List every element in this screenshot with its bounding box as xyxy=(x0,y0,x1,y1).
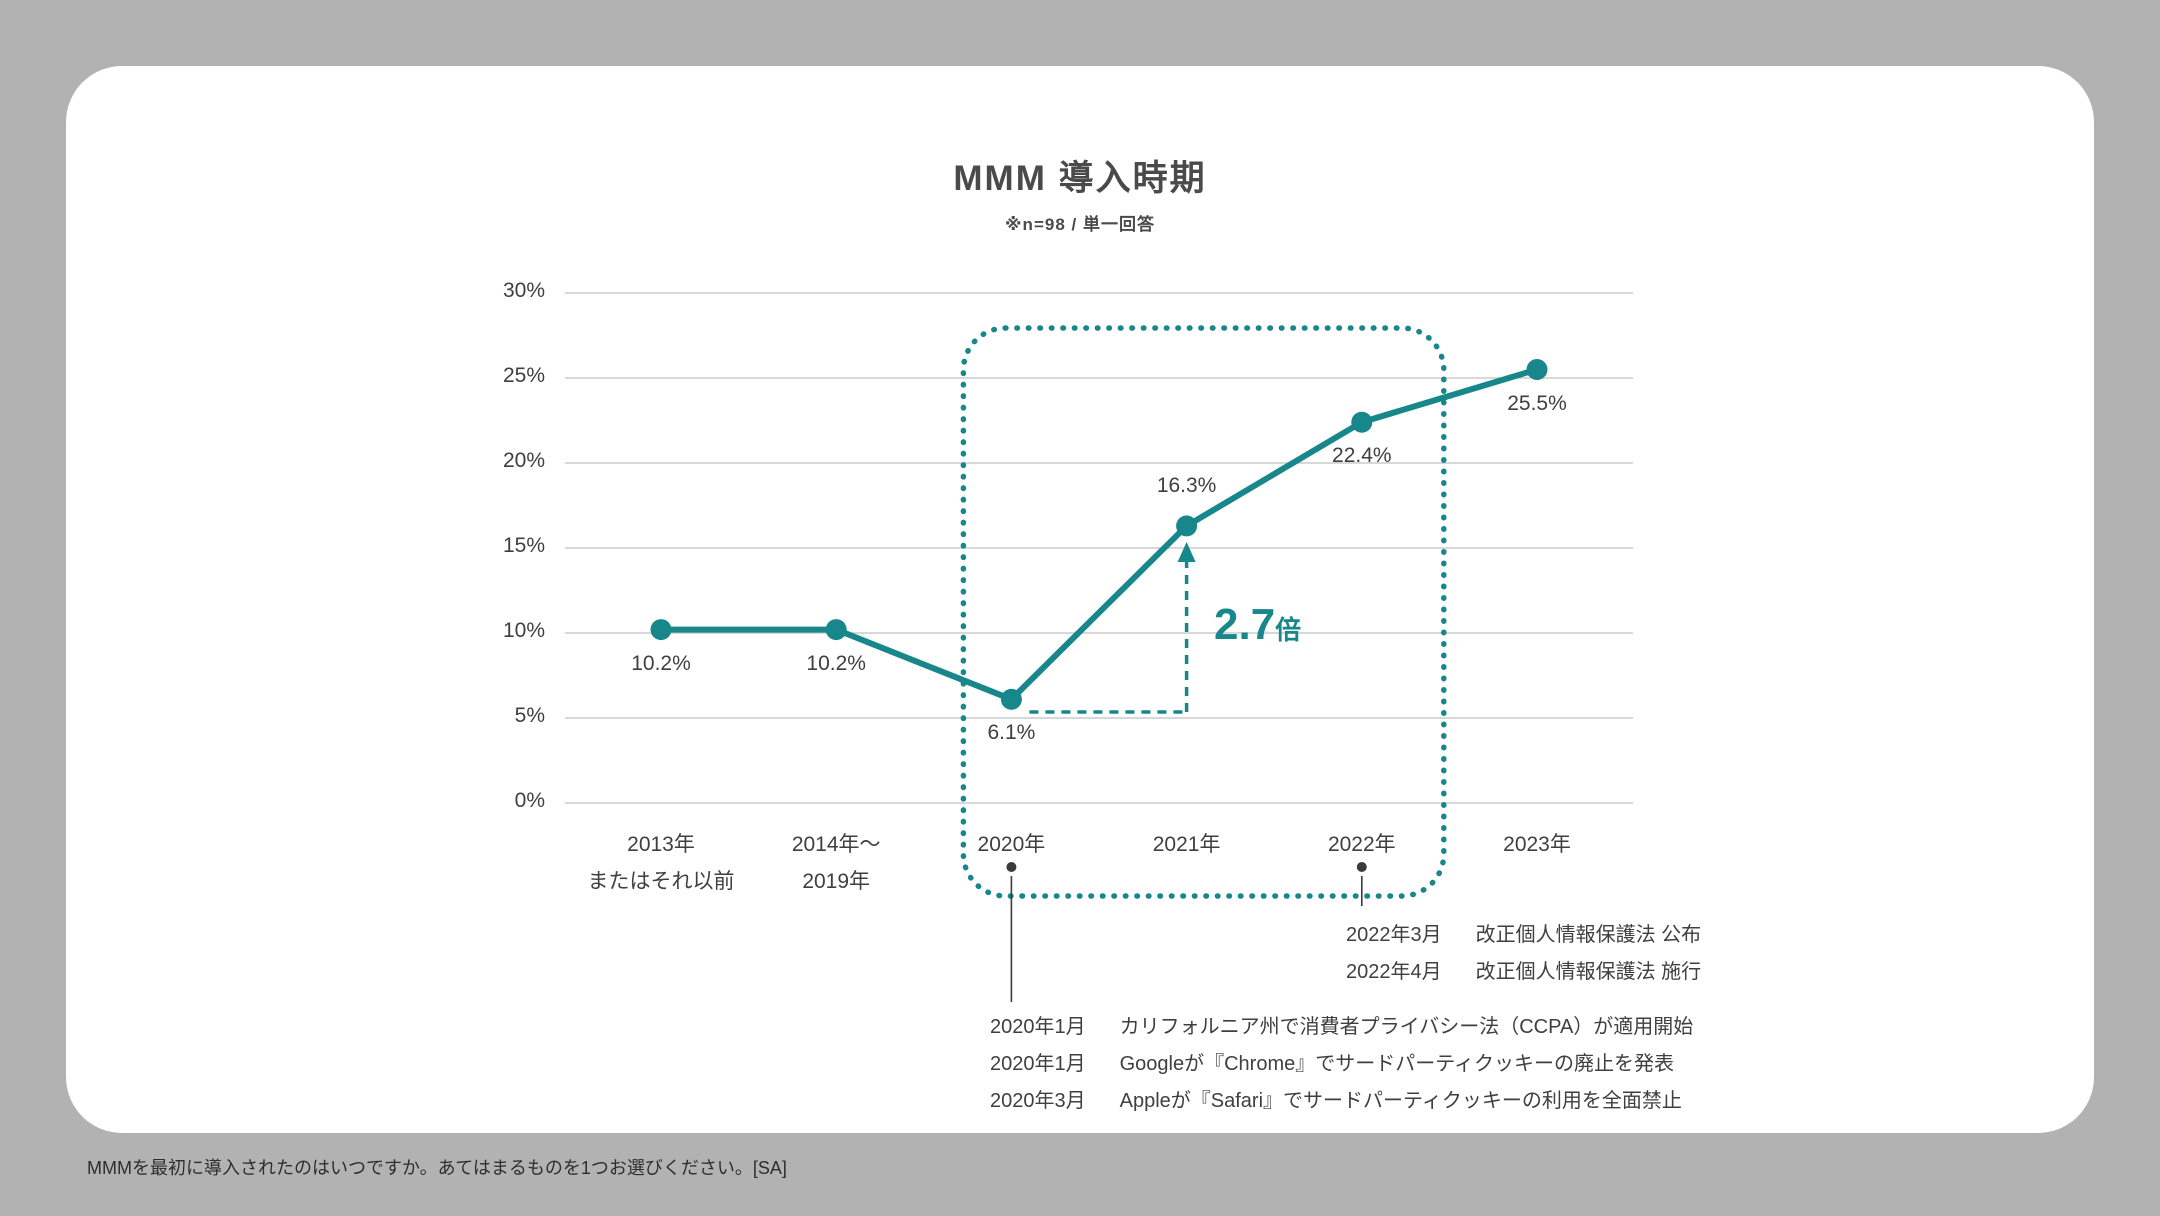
data-point xyxy=(1000,688,1022,710)
chart-title: MMM 導入時期 xyxy=(953,159,1207,198)
data-point xyxy=(1526,359,1548,380)
trend-line xyxy=(658,366,1540,703)
survey-question-note: MMMを最初に導入されたのはいつですか。あてはまるものを1つお選びください。[S… xyxy=(87,1158,787,1178)
chart-card xyxy=(66,66,2094,1133)
callout-anchor-dot xyxy=(1006,862,1017,872)
growth-arrow-head xyxy=(1177,542,1196,562)
data-point xyxy=(1176,515,1198,537)
callout-anchor-dot xyxy=(1356,862,1367,872)
multiplier-unit: 倍 xyxy=(1275,615,1302,645)
multiplier-annotation: 2.7倍 xyxy=(1214,600,1301,650)
highlight-dotted-box xyxy=(960,325,1447,899)
multiplier-value: 2.7 xyxy=(1214,600,1276,649)
chart-subtitle: ※n=98 / 単一回答 xyxy=(1005,215,1155,234)
data-point xyxy=(1351,411,1373,433)
data-point xyxy=(650,619,672,641)
data-point xyxy=(825,619,847,641)
